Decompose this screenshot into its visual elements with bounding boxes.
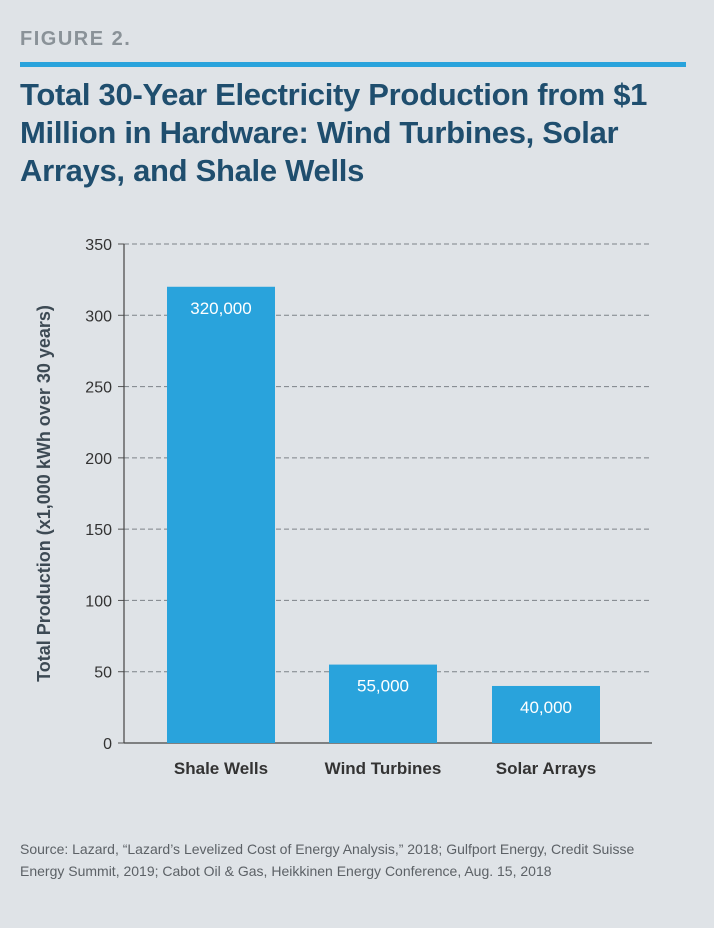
bar-value-label: 320,000 [190,299,251,318]
figure-label: FIGURE 2. [20,28,132,50]
x-category-label: Wind Turbines [325,759,442,778]
y-tick-label: 350 [85,237,112,254]
bar-solar-arrays [492,685,600,743]
bar-value-label: 40,000 [520,698,572,717]
chart-title: Total 30-Year Electricity Production fro… [20,77,648,188]
bar-shale-wells [167,286,275,743]
x-category-label: Solar Arrays [496,759,596,778]
y-tick-label: 250 [85,380,112,397]
title-rule [20,62,686,67]
bar-wind-turbines [329,664,437,743]
y-tick-label: 0 [103,736,112,753]
source-note: Source: Lazard, “Lazard’s Levelized Cost… [20,841,635,879]
y-tick-label: 150 [85,522,112,539]
x-category-label: Shale Wells [174,759,268,778]
y-tick-label: 100 [85,593,112,610]
y-tick-label: 50 [94,665,112,682]
y-tick-label: 300 [85,308,112,325]
y-axis-label: Total Production (x1,000 kWh over 30 yea… [34,305,54,682]
bar-value-label: 55,000 [357,677,409,696]
y-tick-label: 200 [85,451,112,468]
